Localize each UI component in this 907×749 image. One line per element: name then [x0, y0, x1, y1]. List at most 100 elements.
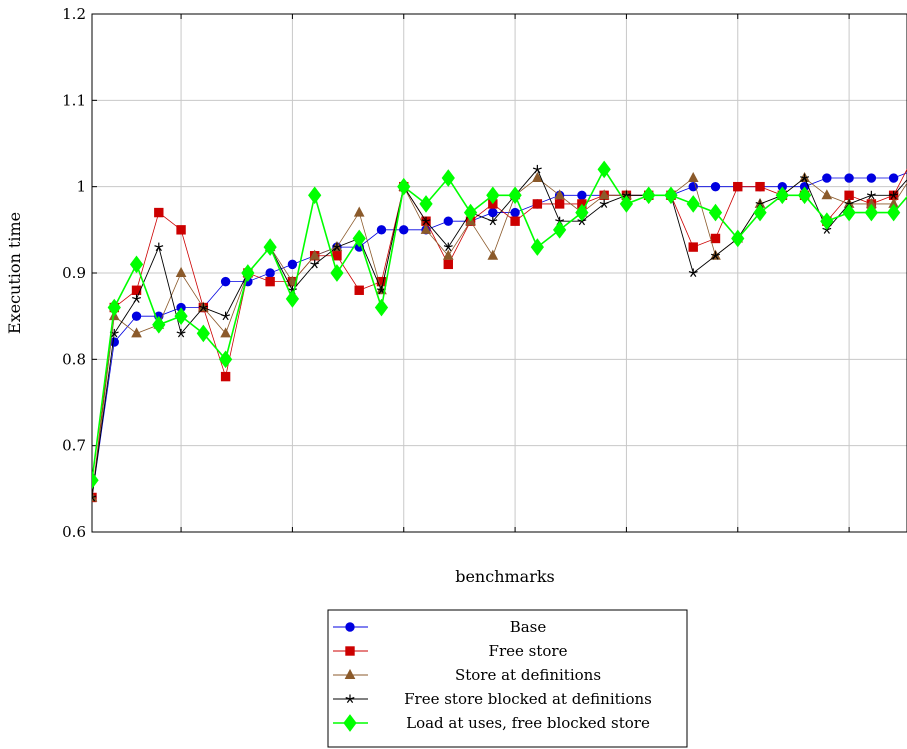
data-point	[265, 276, 275, 287]
star-ray	[866, 193, 872, 196]
data-point	[421, 216, 431, 226]
star-ray	[203, 305, 208, 309]
series-line	[92, 172, 907, 498]
star-ray	[314, 262, 320, 265]
data-point	[532, 199, 543, 209]
data-point	[488, 207, 498, 218]
star-ray	[890, 194, 895, 200]
star-ray	[198, 305, 204, 309]
star-ray	[221, 314, 226, 317]
star-ray	[893, 194, 897, 200]
star-ray	[180, 333, 185, 338]
star-ray	[421, 219, 427, 222]
star-ray	[345, 697, 351, 700]
data-point	[218, 350, 233, 369]
star-ray	[489, 220, 494, 226]
star-ray	[176, 331, 182, 335]
data-point	[733, 181, 743, 192]
star-ray	[804, 176, 810, 179]
series-line	[92, 168, 907, 498]
star-ray	[537, 167, 542, 170]
data-point	[285, 290, 300, 308]
series-3	[92, 171, 907, 502]
star-ray	[603, 203, 608, 208]
data-point	[443, 216, 453, 226]
star-ray	[693, 271, 698, 274]
data-point	[664, 186, 678, 205]
data-point	[820, 212, 834, 231]
legend-label: Free store	[489, 642, 568, 660]
data-point	[532, 171, 543, 183]
data-point	[575, 203, 589, 222]
data-point	[510, 216, 520, 226]
legend-marker	[343, 714, 357, 732]
data-point	[775, 186, 789, 205]
data-point	[887, 203, 901, 222]
star-ray	[425, 220, 430, 226]
data-point	[800, 173, 810, 183]
star-ray	[180, 331, 186, 335]
star-ray	[200, 307, 204, 312]
star-ray	[555, 219, 560, 222]
star-ray	[601, 203, 605, 208]
data-point	[889, 190, 899, 200]
y-tick-label: 0.9	[62, 264, 86, 282]
star-ray	[870, 194, 875, 200]
y-tick-label: 1.1	[62, 91, 86, 109]
data-point	[597, 160, 611, 179]
star-ray	[492, 219, 498, 222]
star-ray	[311, 264, 316, 269]
data-point	[374, 298, 389, 317]
data-point	[109, 328, 119, 338]
data-point	[441, 169, 455, 187]
star-ray	[755, 201, 761, 205]
star-ray	[113, 333, 118, 338]
star-ray	[488, 219, 494, 222]
data-point	[708, 203, 723, 222]
data-point	[731, 229, 745, 248]
star-ray	[800, 176, 805, 179]
star-ray	[447, 246, 452, 252]
star-ray	[848, 201, 854, 205]
legend-entry: Store at definitions	[333, 666, 601, 684]
data-point	[131, 327, 142, 338]
star-ray	[536, 169, 541, 174]
legend-label: Free store blocked at definitions	[404, 690, 652, 708]
star-ray	[690, 272, 694, 277]
data-point	[844, 173, 854, 183]
star-ray	[225, 315, 229, 321]
star-ray	[336, 245, 342, 248]
data-point	[420, 223, 432, 234]
star-ray	[621, 193, 627, 196]
star-ray	[132, 296, 137, 300]
data-point	[599, 199, 609, 208]
data-point	[822, 173, 832, 183]
data-point	[842, 203, 856, 222]
series-line	[92, 177, 907, 498]
data-point	[686, 195, 700, 213]
legend-box	[327, 609, 688, 748]
star-ray	[559, 219, 565, 222]
star-ray	[310, 262, 315, 265]
star-ray	[822, 227, 828, 231]
star-ray	[336, 246, 341, 252]
data-point	[332, 251, 342, 261]
data-point	[397, 177, 411, 196]
data-point	[309, 249, 321, 260]
star-ray	[759, 201, 765, 205]
star-ray	[688, 271, 694, 274]
data-point	[598, 189, 610, 200]
star-ray	[603, 201, 609, 205]
data-point	[174, 307, 188, 325]
series-group	[92, 160, 907, 503]
series-line	[92, 167, 907, 481]
legend-label: Load at uses, free blocked store	[406, 714, 650, 732]
star-ray	[823, 229, 828, 234]
data-point	[510, 207, 520, 218]
data-point	[176, 328, 186, 338]
data-point	[129, 255, 144, 274]
star-ray	[578, 220, 583, 226]
star-ray	[136, 296, 142, 300]
legend-marker	[345, 622, 355, 632]
